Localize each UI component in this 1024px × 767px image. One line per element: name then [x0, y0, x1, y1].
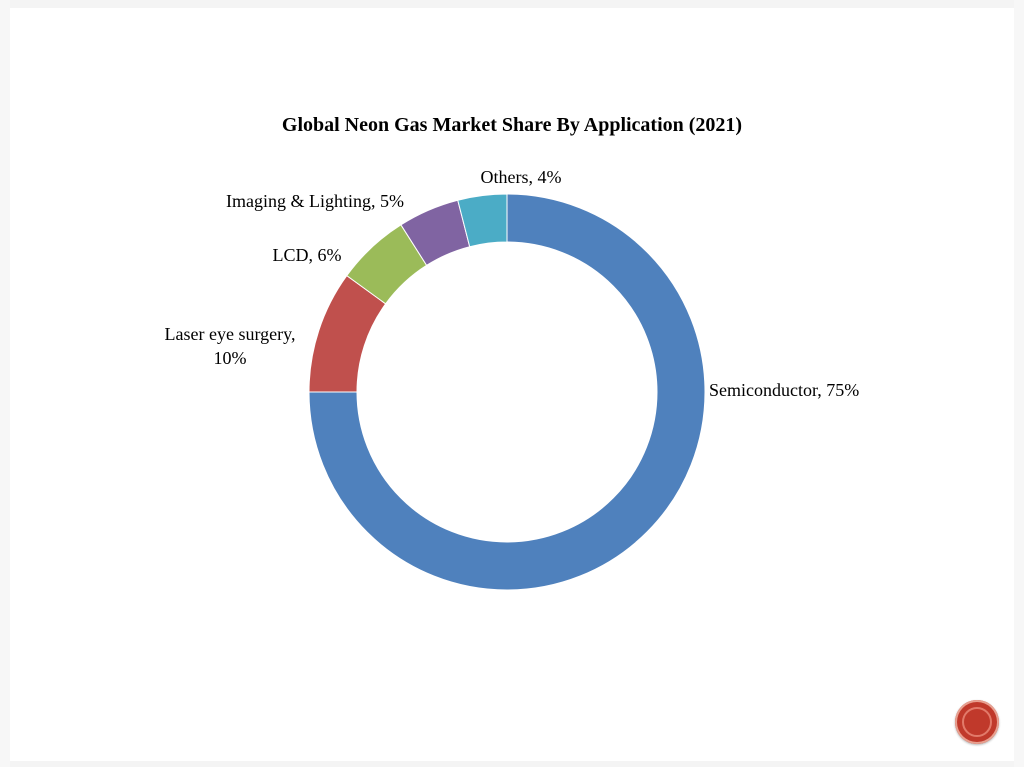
slide-bottom-edge: [0, 761, 1024, 767]
donut-slices: [308, 193, 706, 591]
label-imaging-lighting: Imaging & Lighting, 5%: [226, 191, 404, 211]
label-lcd: LCD, 6%: [273, 245, 342, 265]
label-laser-eye-surgery-line1: Laser eye surgery,: [165, 324, 296, 344]
label-others: Others, 4%: [481, 167, 562, 187]
donut-slice-4: [457, 193, 508, 248]
nav-button-ring: [962, 707, 992, 737]
slide-right-edge: [1014, 0, 1024, 767]
slide-left-edge: [0, 0, 10, 767]
label-laser-eye-surgery-line2: 10%: [214, 348, 247, 368]
donut-slice-0: [308, 193, 706, 591]
slide-nav-button[interactable]: [955, 700, 999, 744]
label-semiconductor: Semiconductor, 75%: [709, 380, 859, 400]
chart-title: Global Neon Gas Market Share By Applicat…: [282, 114, 742, 136]
slide-top-edge: [0, 0, 1024, 8]
